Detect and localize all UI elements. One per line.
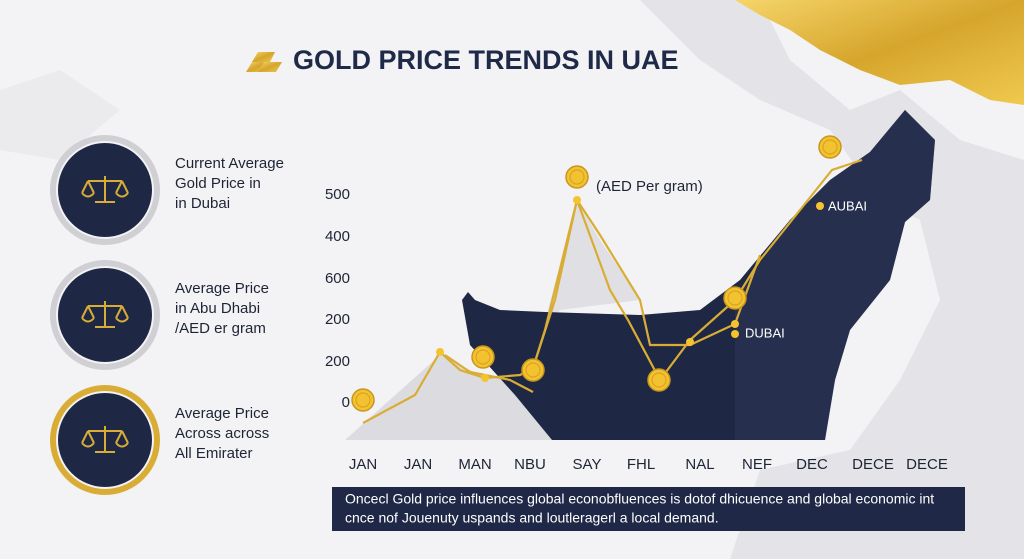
chart-area [345,110,935,440]
scale-shape [81,301,129,328]
x-label: JAN [349,456,377,473]
footer-text: Oncecl Gold price influences global econ… [345,491,934,507]
coin-inner [651,372,667,388]
x-label: SAY [573,456,602,473]
axis-note: (AED Per gram) [596,178,703,195]
x-label: JAN [404,456,432,473]
card-text: Gold Price in [175,175,261,192]
coin-inner [355,392,371,408]
x-label: DEC [796,456,828,473]
scale-shape [81,176,129,203]
coin [647,368,671,392]
annotation: DUBAI [745,325,785,340]
x-label: NEF [742,456,772,473]
y-label: 0 [342,394,350,411]
coin [565,165,589,189]
y-label: 200 [325,353,350,370]
card-ring [50,385,160,495]
x-label: MAN [458,456,491,473]
title: GOLD PRICE TRENDS IN UAE [293,45,679,75]
coin [818,135,842,159]
coin-inner [822,139,838,155]
gold-texture [735,0,1024,105]
y-label: 600 [325,270,350,287]
card-text: Average Price [175,405,269,422]
card-text: /AED er gram [175,320,266,337]
card-text: in Dubai [175,195,230,212]
coin-inner [525,362,541,378]
coin-inner [569,169,585,185]
y-label: 200 [325,311,350,328]
scale-icon [81,176,129,203]
x-label: NBU [514,456,546,473]
card-text: Across across [175,425,269,442]
card-ring [50,135,160,245]
scale-shape [81,426,129,453]
title-icon [246,52,282,72]
x-label: DECE [906,456,948,473]
coin [723,286,747,310]
card-text: All Emirater [175,445,253,462]
coin-inner [727,290,743,306]
scale-icon [81,426,129,453]
x-label: NAL [685,456,714,473]
card-text: Average Price [175,280,269,297]
x-label: DECE [852,456,894,473]
coin [351,388,375,412]
coin [471,345,495,369]
coin-inner [475,349,491,365]
x-label: FHL [627,456,655,473]
scale-icon [81,301,129,328]
annotation: AUBAI [828,198,867,213]
footer-text: cnce nof Jouenuty uspands and loutlerage… [345,510,719,526]
y-label: 400 [325,228,350,245]
card-ring [50,260,160,370]
card-text: Current Average [175,155,284,172]
coin [521,358,545,382]
card-text: in Abu Dhabi [175,300,260,317]
footer-box [332,487,965,531]
y-label: 500 [325,186,350,203]
